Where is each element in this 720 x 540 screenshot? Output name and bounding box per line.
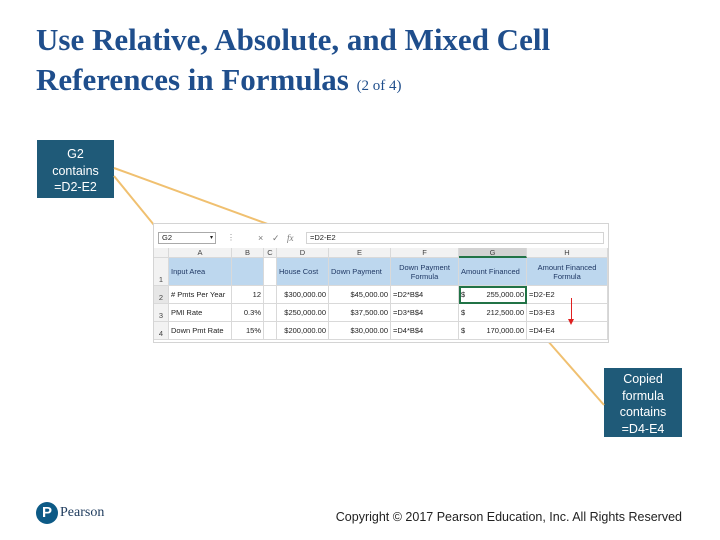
cell-h3[interactable]: =D3-E3: [527, 304, 608, 322]
callout-top-line: G2: [67, 147, 84, 161]
cell-e2[interactable]: $45,000.00: [329, 286, 391, 304]
cell-b3[interactable]: 0.3%: [232, 304, 264, 322]
pearson-logo-mark: P: [36, 502, 58, 524]
row-header-3[interactable]: 3: [154, 304, 169, 322]
cell-h1[interactable]: Amount Financed Formula: [527, 258, 608, 286]
column-header-b[interactable]: B: [232, 248, 264, 258]
excel-worksheet: G2 ▾ ⋮ × ✓ fx =D2-E2 A B C D E F G H 1 I…: [153, 223, 609, 343]
formula-bar: G2 ▾ ⋮ × ✓ fx =D2-E2: [154, 224, 608, 249]
formula-input[interactable]: =D2-E2: [306, 232, 604, 244]
cell-e3[interactable]: $37,500.00: [329, 304, 391, 322]
callout-g2-contains: G2 contains =D2-E2: [37, 140, 114, 198]
pearson-logo: P Pearson: [36, 502, 116, 526]
close-icon[interactable]: ×: [258, 233, 264, 243]
currency-symbol: $: [461, 290, 466, 299]
column-header-e[interactable]: E: [329, 248, 391, 258]
cell-c3[interactable]: [264, 304, 277, 322]
cell-h4[interactable]: =D4-E4: [527, 322, 608, 340]
cell-c4[interactable]: [264, 322, 277, 340]
insert-function-icon[interactable]: fx: [287, 233, 294, 243]
callout-bottom-line: formula: [622, 388, 664, 403]
cell-b2[interactable]: 12: [232, 286, 264, 304]
cell-c1[interactable]: [264, 258, 277, 286]
cell-g4[interactable]: $ 170,000.00: [459, 322, 527, 340]
cell-f3[interactable]: =D3*B$4: [391, 304, 459, 322]
callout-top-line: contains: [52, 163, 99, 178]
slide-title: Use Relative, Absolute, and Mixed Cell R…: [36, 20, 676, 106]
title-line-2: References in Formulas: [36, 62, 349, 97]
pearson-logo-text: Pearson: [60, 505, 105, 520]
cell-h2[interactable]: =D2-E2: [527, 286, 608, 304]
cell-f1[interactable]: Down Payment Formula: [391, 258, 459, 286]
row-header-1[interactable]: 1: [154, 258, 169, 286]
cell-d1[interactable]: House Cost: [277, 258, 329, 286]
cell-f2[interactable]: =D2*B$4: [391, 286, 459, 304]
arrow-down-icon: [568, 319, 574, 325]
cell-g2[interactable]: $ 255,000.00: [459, 286, 527, 304]
row-header-2[interactable]: 2: [154, 286, 169, 304]
fill-down-arrow-shaft: [571, 298, 572, 322]
amount-value: 170,000.00: [486, 326, 524, 335]
title-part: (2 of 4): [356, 78, 402, 94]
callout-top-line: =D2-E2: [54, 180, 97, 194]
currency-symbol: $: [461, 308, 466, 317]
title-line-1: Use Relative, Absolute, and Mixed Cell: [36, 22, 551, 57]
cell-a3[interactable]: PMI Rate: [169, 304, 232, 322]
column-header-c[interactable]: C: [264, 248, 277, 258]
cell-f4[interactable]: =D4*B$4: [391, 322, 459, 340]
cell-d4[interactable]: $200,000.00: [277, 322, 329, 340]
chevron-down-icon[interactable]: ▾: [209, 235, 213, 241]
cell-e4[interactable]: $30,000.00: [329, 322, 391, 340]
column-header-f[interactable]: F: [391, 248, 459, 258]
callout-bottom-line: Copied: [623, 372, 663, 386]
copyright-notice: Copyright © 2017 Pearson Education, Inc.…: [335, 510, 682, 524]
cell-a4[interactable]: Down Pmt Rate: [169, 322, 232, 340]
name-box-value: G2: [162, 233, 173, 242]
more-icon: ⋮: [227, 233, 235, 242]
cell-g3[interactable]: $ 212,500.00: [459, 304, 527, 322]
column-header-g[interactable]: G: [459, 248, 527, 258]
cell-b4[interactable]: 15%: [232, 322, 264, 340]
cell-d3[interactable]: $250,000.00: [277, 304, 329, 322]
cell-a1[interactable]: Input Area: [169, 258, 232, 286]
amount-value: 255,000.00: [486, 290, 524, 299]
currency-symbol: $: [461, 326, 466, 335]
callout-copied-formula: Copied formula contains =D4-E4: [604, 368, 682, 437]
check-icon[interactable]: ✓: [272, 233, 280, 243]
column-header-d[interactable]: D: [277, 248, 329, 258]
column-header-h[interactable]: H: [527, 248, 608, 258]
callout-bottom-line: contains: [619, 405, 667, 419]
select-all-corner[interactable]: [154, 248, 169, 258]
leader-line-to-h4: [546, 339, 605, 406]
cell-b1[interactable]: [232, 258, 264, 286]
cell-c2[interactable]: [264, 286, 277, 304]
callout-bottom-line: =D4-E4: [621, 421, 665, 436]
name-box[interactable]: G2 ▾: [158, 232, 216, 244]
cell-d2[interactable]: $300,000.00: [277, 286, 329, 304]
amount-value: 212,500.00: [486, 308, 524, 317]
cell-g1[interactable]: Amount Financed: [459, 258, 527, 286]
cell-e1[interactable]: Down Payment: [329, 258, 391, 286]
cell-a2[interactable]: # Pmts Per Year: [169, 286, 232, 304]
column-header-a[interactable]: A: [169, 248, 232, 258]
row-header-4[interactable]: 4: [154, 322, 169, 340]
